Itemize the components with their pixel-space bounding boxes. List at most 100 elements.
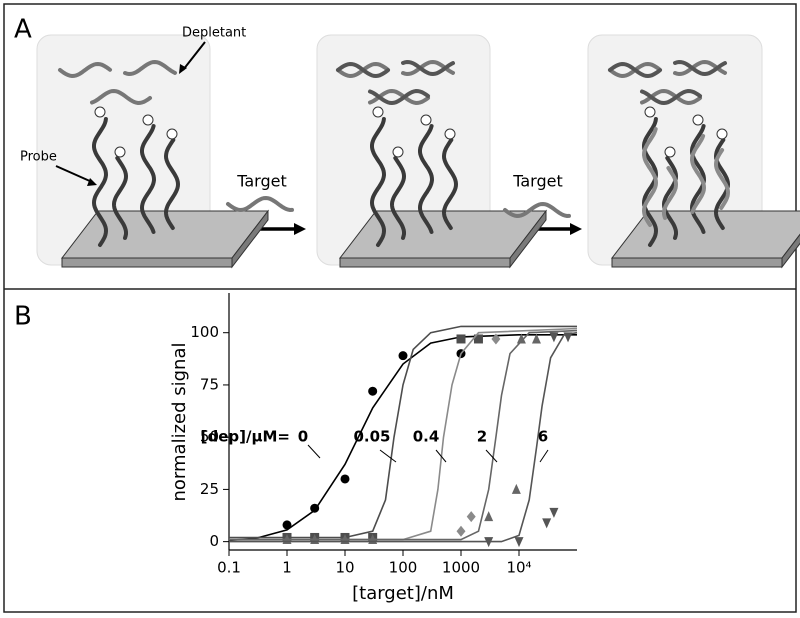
strand (641, 127, 659, 227)
fit-curve (229, 327, 578, 541)
y-tick-label: 25 (200, 480, 219, 498)
arrow-head (570, 223, 582, 235)
strand (689, 124, 707, 234)
substrate-side (231, 209, 269, 269)
substrate-side (339, 257, 511, 268)
leader-line (379, 449, 397, 463)
arrow-label: Target (236, 172, 287, 191)
marker (456, 334, 466, 344)
x-tick-label: 10⁴ (506, 559, 531, 577)
strand (713, 148, 731, 210)
marker (531, 333, 541, 344)
strand (503, 201, 571, 219)
fluorophore (166, 128, 178, 140)
strand (91, 117, 109, 247)
arrow-head (294, 223, 306, 235)
marker (466, 511, 476, 523)
substrate-side (611, 257, 783, 268)
marker (484, 511, 494, 522)
marker (340, 474, 350, 484)
depletant-label: Depletant (182, 26, 246, 41)
strand (369, 117, 387, 247)
marker (310, 503, 320, 513)
y-axis-label: normalized signal (169, 343, 190, 502)
fit-curve (229, 325, 577, 539)
marker (398, 351, 408, 361)
strand (689, 134, 707, 214)
panel-label: B (14, 302, 32, 332)
marker (563, 332, 573, 343)
x-tick-label: 0.1 (217, 559, 241, 577)
arrow-label: Target (512, 172, 563, 191)
strand (713, 138, 731, 230)
fluorophore (664, 146, 676, 158)
marker (549, 332, 559, 343)
marker (491, 333, 501, 345)
strand (441, 138, 459, 230)
marker (516, 333, 526, 344)
marker (549, 507, 559, 518)
leader-line (485, 449, 498, 463)
strand (123, 59, 177, 77)
strand (641, 117, 659, 247)
x-axis-label: [target]/nM (352, 583, 454, 604)
series-label: 0.4 (413, 428, 440, 446)
pointer (182, 41, 206, 71)
panel-label: A (14, 15, 32, 45)
strand (139, 124, 157, 234)
marker (514, 537, 524, 548)
marker (456, 525, 466, 537)
fluorophore (444, 128, 456, 140)
pointer (55, 165, 93, 183)
strand (608, 61, 662, 79)
series-label: 2 (477, 428, 487, 446)
strand (163, 138, 181, 230)
fluorophore (644, 106, 656, 118)
fluorophore (716, 128, 728, 140)
strand (90, 88, 152, 106)
x-tick-label: 100 (389, 559, 418, 577)
x-tick-label: 1000 (442, 559, 480, 577)
fit-curve (229, 331, 578, 543)
series-label: 0 (298, 428, 308, 446)
y-tick-label: 50 (200, 428, 219, 446)
strand (368, 88, 430, 106)
strand (640, 88, 702, 106)
substrate-side (781, 233, 800, 269)
substrate-side (509, 209, 547, 269)
fluorophore (692, 114, 704, 126)
y-tick-label: 0 (209, 532, 219, 550)
diagram: Depletant Probe Target Target (20, 26, 800, 269)
strand (389, 156, 407, 240)
substrate-side (61, 257, 233, 268)
strand (673, 59, 727, 77)
leader-line (307, 444, 321, 459)
probe-label: Probe (20, 150, 57, 165)
x-tick-label: 1 (282, 559, 292, 577)
fluorophore (114, 146, 126, 158)
strand (417, 124, 435, 234)
marker (368, 386, 378, 396)
fluorophore (142, 114, 154, 126)
marker (473, 334, 483, 344)
marker (484, 537, 494, 548)
leader-line (435, 449, 447, 463)
strand (111, 156, 129, 240)
pointer-head (87, 178, 97, 186)
fluorophore (420, 114, 432, 126)
marker (511, 483, 521, 494)
frame (3, 3, 797, 613)
strand (226, 195, 294, 213)
series-label: 6 (538, 428, 548, 446)
plot: normalized signal [target]/nM 0255075100… (169, 293, 578, 604)
fluorophore (94, 106, 106, 118)
marker (542, 518, 552, 529)
x-tick-label: 10 (335, 559, 354, 577)
strand (58, 61, 112, 79)
annotation: [dep]/μM= (201, 428, 290, 446)
strand (662, 166, 679, 220)
series-label: 0.05 (353, 428, 390, 446)
leader-line (539, 449, 549, 463)
y-tick-label: 100 (190, 323, 219, 341)
